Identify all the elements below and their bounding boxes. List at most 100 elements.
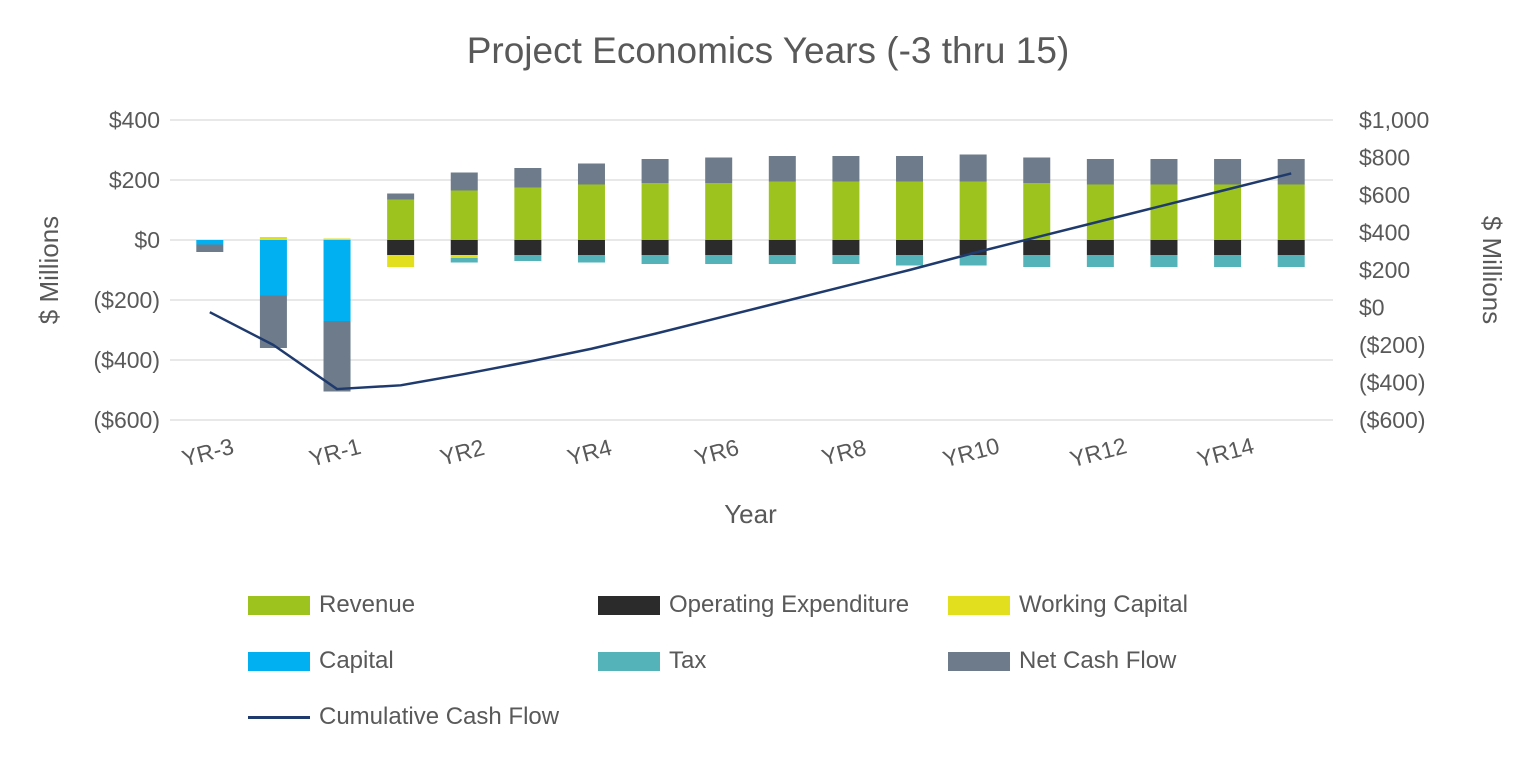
legend-color-swatch xyxy=(248,651,310,671)
legend-label: Working Capital xyxy=(1019,591,1188,618)
bar-segment-revenue xyxy=(959,181,987,240)
bar-segment-revenue xyxy=(832,181,860,240)
left-axis-tick-label: ($200) xyxy=(94,287,160,313)
bar-segment-tax xyxy=(514,255,542,261)
legend-item-tax: Tax xyxy=(598,647,948,674)
bar-segment-tax xyxy=(832,255,860,264)
bar-segment-operating-expenditure xyxy=(896,240,924,255)
x-axis-tick-label: YR2 xyxy=(437,434,487,471)
bar-segment-net-cash-flow xyxy=(323,321,351,392)
legend-label: Net Cash Flow xyxy=(1019,647,1177,674)
bar-segment-working-capital xyxy=(387,255,415,267)
x-axis-tick-label: YR14 xyxy=(1194,432,1257,472)
bar-segment-net-cash-flow xyxy=(705,157,733,183)
bar-segment-tax xyxy=(1277,255,1305,267)
bar-segment-revenue xyxy=(1150,184,1178,240)
legend-item-cumulative-cash-flow: Cumulative Cash Flow xyxy=(248,703,598,730)
bar-segment-tax xyxy=(1214,255,1242,267)
bar-segment-net-cash-flow xyxy=(1214,159,1242,185)
legend-color-swatch xyxy=(598,595,660,615)
legend-label: Capital xyxy=(319,647,394,674)
bar-segment-tax xyxy=(1023,255,1051,267)
bar-segment-revenue xyxy=(1214,184,1242,240)
bar-segment-revenue xyxy=(514,187,542,240)
bar-segment-net-cash-flow xyxy=(1086,159,1114,185)
bar-segment-tax xyxy=(1086,255,1114,267)
bar-segment-operating-expenditure xyxy=(705,240,733,255)
bar-segment-operating-expenditure xyxy=(641,240,669,255)
cumulative-cash-flow-line xyxy=(209,172,1292,391)
bar-segment-revenue xyxy=(768,181,796,240)
bar-segment-revenue xyxy=(450,190,478,240)
bar-segment-net-cash-flow xyxy=(896,156,924,182)
chart-svg: $400 $200 $0 ($200) ($400) ($600) $1,000 $800 $6… xyxy=(34,107,1507,529)
x-axis-tick-label: YR12 xyxy=(1067,432,1129,472)
legend-color-swatch xyxy=(948,651,1010,671)
bar-segment-tax xyxy=(959,255,987,266)
bar-segment-operating-expenditure xyxy=(1150,240,1178,255)
right-axis-tick-label: ($400) xyxy=(1359,370,1425,396)
bar-segment-net-cash-flow xyxy=(959,154,987,182)
bar-segment-tax xyxy=(705,255,733,264)
x-axis-tick-label: YR-1 xyxy=(306,433,363,472)
legend-label: Cumulative Cash Flow xyxy=(319,703,560,730)
bar-segment-tax xyxy=(641,255,669,264)
bar-segment-net-cash-flow xyxy=(768,156,796,182)
bar-segment-revenue xyxy=(1023,183,1051,240)
bar-segment-capital xyxy=(196,240,224,245)
right-axis-tick-label: $400 xyxy=(1359,220,1410,246)
left-axis-tick-label: ($600) xyxy=(94,407,160,433)
chart-title: Project Economics Years (-3 thru 15) xyxy=(466,30,1070,71)
bar-segment-net-cash-flow xyxy=(832,156,860,182)
legend-color-swatch xyxy=(598,651,660,671)
bar-segment-operating-expenditure xyxy=(1086,240,1114,255)
bar-segment-net-cash-flow xyxy=(1150,159,1178,185)
x-axis-title: Year xyxy=(724,499,777,529)
x-axis-tick-label: YR6 xyxy=(692,434,742,471)
right-axis-title: $ Millions xyxy=(1477,216,1507,324)
x-axis-tick-label: YR8 xyxy=(819,434,869,471)
left-axis-tick-label: $200 xyxy=(109,167,160,193)
legend-item-operating-expenditure: Operating Expenditure xyxy=(598,591,948,618)
bar-segment-working-capital xyxy=(323,238,351,240)
x-axis-tick-label: YR10 xyxy=(940,432,1002,472)
bar-segment-tax xyxy=(896,255,924,266)
bar-segment-capital xyxy=(323,240,351,321)
legend-color-swatch xyxy=(248,595,310,615)
bar-segment-revenue xyxy=(577,184,605,240)
x-axis-tick-label: YR4 xyxy=(564,434,614,471)
left-axis-tick-label: $400 xyxy=(109,107,160,133)
bar-segment-net-cash-flow xyxy=(387,193,415,200)
legend-item-net-cash-flow: Net Cash Flow xyxy=(948,647,1318,674)
bar-segment-net-cash-flow xyxy=(514,168,542,188)
bar-segment-net-cash-flow xyxy=(196,244,224,252)
bar-segment-operating-expenditure xyxy=(768,240,796,255)
bar-segment-revenue xyxy=(896,181,924,240)
right-axis-tick-label: $600 xyxy=(1359,182,1410,208)
bar-segment-operating-expenditure xyxy=(1214,240,1242,255)
legend-item-working-capital: Working Capital xyxy=(948,591,1318,618)
right-axis-tick-label: $1,000 xyxy=(1359,107,1429,133)
bar-segment-working-capital xyxy=(450,255,478,258)
chart-legend: Revenue Operating Expenditure Working Capi… xyxy=(248,591,1318,730)
bar-segment-revenue xyxy=(1086,184,1114,240)
right-axis-tick-label: ($600) xyxy=(1359,407,1425,433)
bar-segment-operating-expenditure xyxy=(577,240,605,255)
bar-segment-net-cash-flow xyxy=(1023,157,1051,183)
bar-segment-operating-expenditure xyxy=(1277,240,1305,255)
legend-line-swatch xyxy=(248,715,310,719)
legend-label: Revenue xyxy=(319,591,416,618)
bar-segment-working-capital xyxy=(259,237,287,240)
bar-segment-tax xyxy=(768,255,796,264)
bar-segment-net-cash-flow xyxy=(641,159,669,183)
x-axis-tick-label: YR-3 xyxy=(179,433,236,472)
bar-segment-net-cash-flow xyxy=(1277,159,1305,185)
bar-segment-operating-expenditure xyxy=(1023,240,1051,255)
legend-color-swatch xyxy=(948,595,1010,615)
bar-segment-tax xyxy=(577,255,605,263)
left-axis-tick-label: ($400) xyxy=(94,347,160,373)
right-axis-tick-label: $200 xyxy=(1359,257,1410,283)
right-axis-tick-label: $0 xyxy=(1359,295,1385,321)
bar-segment-tax xyxy=(450,258,478,263)
